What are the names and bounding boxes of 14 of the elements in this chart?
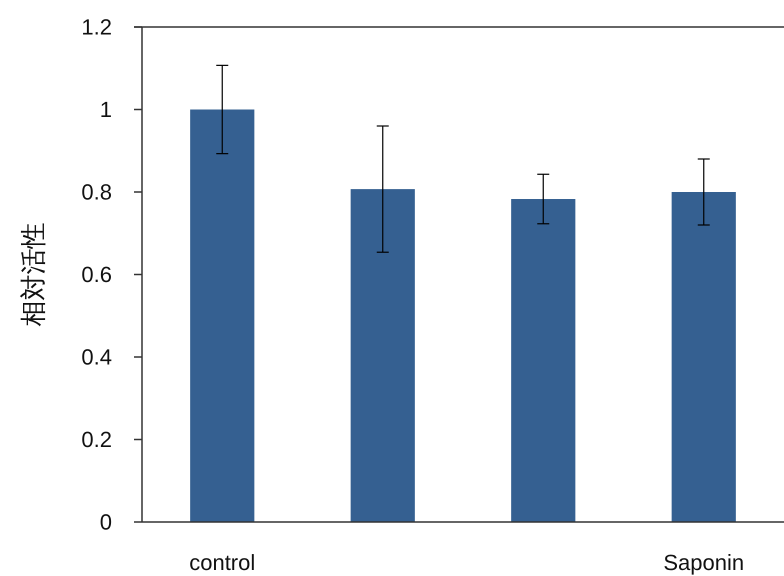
x-tick-label: Saponin xyxy=(663,550,744,575)
y-tick-label: 0.8 xyxy=(81,180,112,205)
y-axis-title: 相対活性 xyxy=(18,222,48,326)
y-tick-label: 0.4 xyxy=(81,344,112,370)
y-tick-label: 1.2 xyxy=(81,14,112,40)
bar xyxy=(511,199,576,522)
bar xyxy=(350,189,415,522)
bar xyxy=(672,192,736,522)
y-tick-label: 0.6 xyxy=(81,262,112,288)
y-tick-label: 0.2 xyxy=(81,427,112,452)
x-tick-label: control xyxy=(189,550,256,575)
bar xyxy=(190,110,254,522)
y-tick-label: 0 xyxy=(100,510,112,535)
y-tick-label: 1 xyxy=(100,97,112,122)
